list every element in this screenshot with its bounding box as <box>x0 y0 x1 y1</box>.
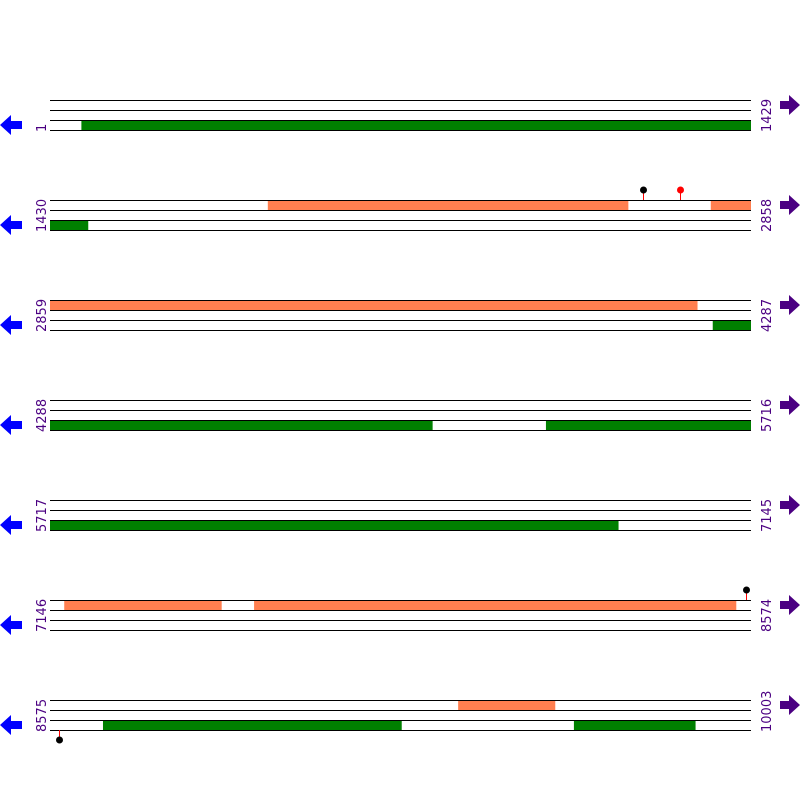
sequence-row: 5717 7145 <box>0 495 800 535</box>
reverse-feature-bar <box>573 720 696 730</box>
end-position-label: 5716 <box>760 399 775 432</box>
sequence-row: 7146 8574 <box>0 586 800 635</box>
start-position-label: 8575 <box>35 699 50 732</box>
right-arrow-icon[interactable] <box>780 395 800 415</box>
start-position-label: 4288 <box>35 399 50 432</box>
reverse-feature-bar <box>50 420 433 430</box>
sequence-row: 1 1429 <box>0 95 800 135</box>
left-arrow-icon[interactable] <box>0 415 22 435</box>
reverse-feature-bar <box>712 320 751 330</box>
forward-feature-bar <box>458 700 556 710</box>
end-position-label: 1429 <box>760 99 775 132</box>
forward-feature-bar <box>64 600 222 610</box>
marker-head <box>640 186 647 194</box>
marker-head <box>56 736 63 744</box>
start-position-label: 1430 <box>35 199 50 232</box>
end-position-label: 8574 <box>760 599 775 632</box>
start-position-label: 7146 <box>35 599 50 632</box>
start-position-label: 2859 <box>35 299 50 332</box>
right-arrow-icon[interactable] <box>780 695 800 715</box>
right-arrow-icon[interactable] <box>780 95 800 115</box>
sequence-row: 4288 5716 <box>0 395 800 435</box>
sequence-row: 8575 10003 <box>0 691 800 744</box>
sequence-row: 1430 2858 <box>0 186 800 235</box>
left-arrow-icon[interactable] <box>0 715 22 735</box>
reverse-feature-bar <box>50 220 89 230</box>
left-arrow-icon[interactable] <box>0 315 22 335</box>
start-position-label: 5717 <box>35 499 50 532</box>
end-position-label: 2858 <box>760 199 775 232</box>
end-position-label: 4287 <box>760 299 775 332</box>
start-position-label: 1 <box>35 124 50 132</box>
reverse-feature-bar <box>81 120 751 130</box>
left-arrow-icon[interactable] <box>0 515 22 535</box>
left-arrow-icon[interactable] <box>0 615 22 635</box>
forward-feature-bar <box>710 200 751 210</box>
forward-feature-bar <box>267 200 629 210</box>
left-arrow-icon[interactable] <box>0 215 22 235</box>
left-arrow-icon[interactable] <box>0 115 22 135</box>
forward-feature-bar <box>50 300 698 310</box>
reverse-feature-bar <box>545 420 751 430</box>
sequence-row: 2859 4287 <box>0 295 800 335</box>
right-arrow-icon[interactable] <box>780 595 800 615</box>
right-arrow-icon[interactable] <box>780 495 800 515</box>
reverse-feature-bar <box>102 720 402 730</box>
end-position-label: 10003 <box>760 691 775 732</box>
reverse-feature-bar <box>50 520 619 530</box>
marker-head <box>677 186 684 194</box>
forward-feature-bar <box>254 600 737 610</box>
right-arrow-icon[interactable] <box>780 295 800 315</box>
marker-head <box>743 586 750 594</box>
end-position-label: 7145 <box>760 499 775 532</box>
right-arrow-icon[interactable] <box>780 195 800 215</box>
